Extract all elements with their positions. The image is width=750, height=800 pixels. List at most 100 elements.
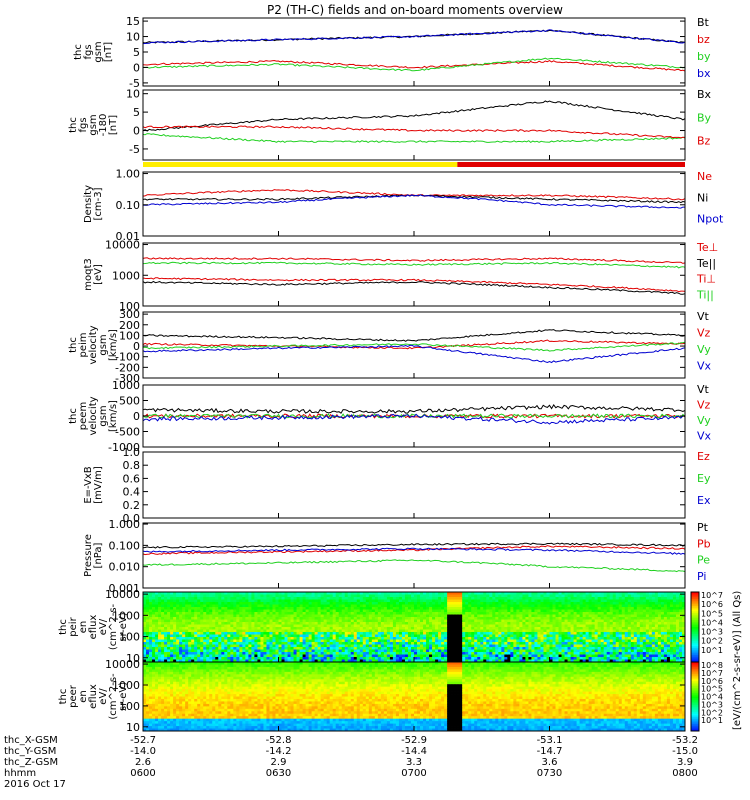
spectrogram-cell	[570, 639, 574, 643]
spectrogram-cell	[326, 607, 331, 610]
spectrogram-cell	[344, 652, 349, 655]
spectrogram-cell	[579, 597, 584, 600]
spectrogram-cell	[450, 659, 454, 663]
spectrogram-cell	[621, 629, 626, 633]
spectrogram-cell	[410, 629, 415, 633]
spectrogram-cell	[552, 627, 556, 630]
spectrogram-cell	[269, 622, 273, 625]
spectrogram-cell	[636, 647, 641, 650]
spectrogram-cell	[519, 597, 523, 600]
spectrogram-cell	[365, 594, 370, 598]
spectrogram-cell	[299, 659, 303, 663]
spectrogram-cell	[290, 652, 294, 655]
spectrogram-cell	[143, 594, 147, 598]
spectrogram-cell	[344, 632, 349, 635]
spectrogram-cell	[173, 632, 177, 635]
spectrogram-cell	[417, 627, 421, 630]
spectrogram-cell	[540, 599, 544, 603]
spectrogram-cell	[263, 609, 267, 613]
spectrogram-cell	[374, 637, 379, 640]
spectrogram-cell	[401, 629, 406, 633]
spectrogram-cell	[531, 624, 535, 628]
spectrogram-cell	[194, 614, 198, 618]
spectrogram-cell	[525, 592, 529, 595]
spectrogram-cell	[516, 619, 520, 623]
spectrogram-cell	[573, 619, 577, 623]
spectrogram-cell	[609, 632, 614, 635]
spectrogram-cell	[251, 659, 255, 663]
spectrogram-cell	[426, 607, 430, 610]
spectrogram-cell	[510, 659, 514, 663]
spectrogram-cell	[389, 644, 394, 648]
spectrogram-cell	[263, 622, 267, 625]
spectrogram-cell	[374, 654, 379, 658]
y-axis-label: gsm	[98, 334, 109, 355]
spectrogram-cell	[245, 637, 249, 640]
spectrogram-cell	[513, 592, 517, 595]
spectrogram-cell	[251, 602, 255, 605]
legend-Ey: Ey	[697, 472, 711, 485]
spectrogram-cell	[543, 619, 547, 623]
spectrogram-cell	[504, 624, 508, 628]
spectrogram-cell	[489, 627, 493, 630]
spectrogram-cell	[576, 652, 581, 655]
spectrogram-cell	[167, 627, 171, 630]
spectrogram-cell	[389, 659, 394, 663]
spectrogram-cell	[371, 617, 376, 620]
spectrogram-cell	[242, 612, 246, 615]
spectrogram-cell	[462, 609, 466, 613]
spectrogram-cell	[585, 639, 590, 643]
spectrogram-cell	[299, 632, 303, 635]
spectrogram-cell	[462, 637, 466, 640]
spectrogram-cell	[257, 607, 261, 610]
spectrogram-cell	[645, 642, 650, 645]
spectrogram-cell	[317, 617, 322, 620]
spectrogram-cell	[546, 619, 550, 623]
spectrogram-cell	[233, 592, 237, 595]
spectrogram-cell	[293, 619, 297, 623]
spectrogram-cell	[567, 632, 571, 635]
spectrogram-cell	[284, 602, 288, 605]
spectrogram-cell	[546, 647, 550, 650]
spectrogram-cell	[423, 614, 427, 618]
spectrogram-cell	[615, 609, 620, 613]
spectrogram-cell	[266, 627, 270, 630]
spectrogram-cell	[435, 659, 439, 663]
spectrogram-cell	[353, 602, 358, 605]
spectrogram-cell	[600, 599, 605, 603]
spectrogram-cell	[588, 619, 593, 623]
spectrogram-cell	[606, 637, 611, 640]
spectrogram-cell	[296, 654, 300, 658]
spectrogram-cell	[543, 592, 547, 595]
spectrogram-cell	[167, 599, 171, 603]
spectrogram-cell	[167, 657, 171, 660]
spectrogram-cell	[630, 649, 635, 653]
spectrogram-cell	[164, 597, 168, 600]
spectrogram-cell	[471, 614, 475, 618]
spectrogram-cell	[200, 592, 204, 595]
spectrogram-cell	[404, 637, 409, 640]
spectrogram-cell	[272, 624, 276, 628]
spectrogram-cell	[350, 617, 355, 620]
spectrogram-cell	[627, 594, 632, 598]
spectrogram-cell	[320, 604, 325, 608]
spectrogram-cell	[251, 592, 255, 595]
spectrogram-cell	[179, 617, 183, 620]
spectrogram-cell	[624, 604, 629, 608]
spectrogram-cell	[398, 649, 403, 653]
spectrogram-cell	[167, 629, 171, 633]
spectrogram-cell	[185, 639, 189, 643]
spectrogram-cell	[215, 634, 219, 638]
spectrogram-cell	[302, 597, 306, 600]
spectrogram-cell	[636, 649, 641, 653]
spectrogram-cell	[522, 599, 526, 603]
spectrogram-cell	[561, 637, 565, 640]
spectrogram-cell	[383, 619, 388, 623]
spectrogram-cell	[236, 659, 240, 663]
spectrogram-cell	[609, 592, 614, 595]
spectrogram-cell	[414, 647, 418, 650]
spectrogram-cell	[549, 624, 553, 628]
spectrogram-cell	[308, 607, 313, 610]
spectrogram-cell	[290, 597, 294, 600]
spectrogram-cell	[143, 634, 147, 638]
